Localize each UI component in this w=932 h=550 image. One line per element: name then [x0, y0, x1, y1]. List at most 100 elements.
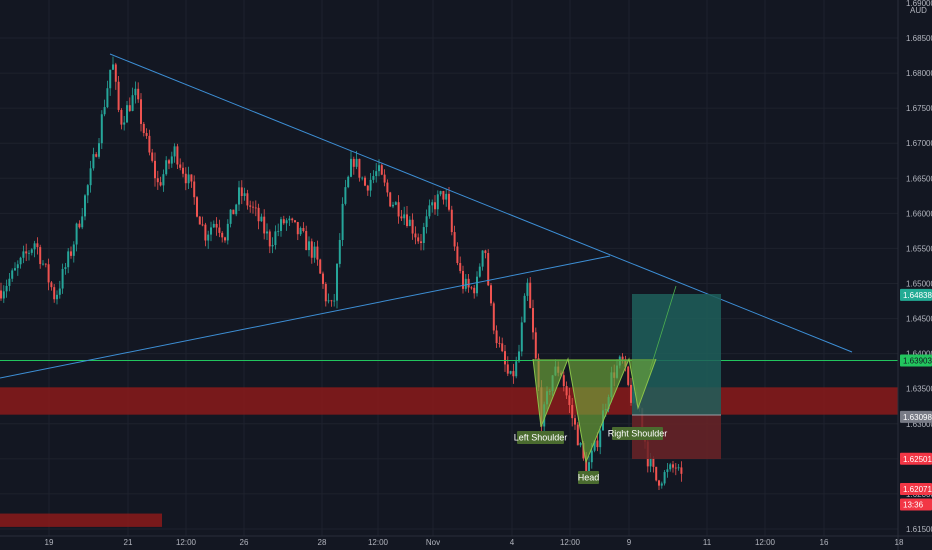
candle-up — [408, 219, 411, 227]
candle-down — [53, 287, 56, 300]
price-tag-bg — [900, 354, 932, 367]
candle-down — [218, 227, 221, 233]
candle-up — [81, 216, 84, 228]
candle-up — [42, 263, 44, 265]
x-tick-label: 12:00 — [176, 538, 197, 547]
candle-down — [364, 177, 366, 186]
candle-down — [95, 154, 98, 157]
price-axis-panel[interactable] — [898, 0, 932, 536]
price-tag: 1.62071 — [903, 485, 932, 494]
candle-down — [414, 233, 417, 238]
candle-up — [344, 187, 347, 204]
candle-up — [464, 278, 467, 289]
candle-up — [666, 469, 669, 473]
candle-up — [599, 430, 602, 448]
candle-down — [249, 205, 252, 207]
candle-down — [498, 343, 501, 344]
candle-down — [39, 247, 42, 265]
candle-down — [78, 223, 81, 228]
candle-down — [565, 386, 568, 396]
candle-up — [590, 450, 593, 463]
candle-up — [226, 223, 229, 241]
x-tick-label: 12:00 — [368, 538, 389, 547]
candle-down — [196, 197, 198, 217]
x-tick-label: 9 — [627, 538, 632, 547]
candle-down — [184, 173, 187, 184]
candle-down — [389, 192, 392, 207]
axis-labels: 1.615001.620001.625001.630001.635001.640… — [45, 0, 932, 547]
candle-up — [392, 204, 394, 207]
candle-up — [378, 165, 380, 172]
candle-down — [282, 219, 285, 224]
candle-down — [142, 123, 145, 134]
candle-up — [526, 282, 529, 296]
head-label-bg — [578, 471, 599, 484]
candle-up — [2, 291, 5, 299]
candle-down — [621, 356, 624, 360]
ascending-trendline — [0, 255, 611, 379]
candle-down — [504, 351, 506, 365]
head-and-shoulders-pattern[interactable]: Left Shoulder Head Right Shoulder — [514, 357, 668, 484]
candle-down — [70, 251, 72, 256]
x-tick-label: 11 — [703, 538, 712, 547]
candle-up — [520, 322, 523, 352]
candle-up — [350, 158, 352, 177]
candle-down — [585, 458, 588, 479]
candle-down — [352, 158, 355, 167]
candle-down — [627, 366, 630, 385]
candle-up — [33, 243, 36, 250]
candle-down — [246, 193, 249, 206]
candle-up — [109, 69, 112, 89]
price-tag-bg — [900, 288, 932, 301]
y-tick-label: 1.67500 — [906, 104, 932, 113]
candle-up — [308, 241, 310, 251]
candle-down — [358, 158, 361, 178]
candle-up — [30, 249, 33, 253]
candle-up — [238, 187, 240, 205]
head-shape — [568, 359, 629, 462]
candle-down — [47, 264, 50, 283]
candle-down — [658, 480, 660, 486]
candle-down — [448, 193, 450, 210]
candle-up — [369, 179, 372, 191]
candle-up — [431, 202, 434, 206]
candle-down — [263, 216, 266, 234]
y-tick-label: 1.61500 — [906, 525, 932, 534]
candle-up — [372, 176, 375, 180]
candle-up — [271, 244, 274, 247]
candle-up — [299, 227, 302, 235]
candle-up — [579, 442, 582, 446]
candle-up — [86, 185, 89, 196]
candle-down — [450, 209, 453, 233]
candle-up — [11, 270, 14, 279]
y-tick-label: 1.66500 — [906, 174, 932, 183]
price-tags: 1.64838 1.63903 1.63098 1.62501 1.62071 13:36 — [900, 288, 932, 511]
candle-down — [453, 232, 456, 247]
candle-up — [288, 218, 291, 221]
candle-up — [669, 464, 672, 470]
x-tick-label: 21 — [124, 538, 133, 547]
price-tag-bg — [900, 482, 932, 495]
candle-down — [397, 202, 400, 217]
candle-down — [411, 219, 414, 234]
candle-down — [495, 330, 498, 344]
candle-down — [294, 220, 296, 223]
candle-up — [336, 263, 338, 301]
candle-down — [319, 259, 322, 274]
candle-up — [106, 88, 109, 108]
candle-down — [240, 187, 243, 196]
candle-down — [674, 467, 677, 469]
candle-down — [305, 231, 308, 251]
candle-up — [173, 146, 176, 157]
candle-down — [473, 287, 476, 294]
y-tick-label: 1.63000 — [906, 420, 932, 429]
left-shoulder-label-bg — [517, 431, 564, 444]
candle-up — [476, 276, 478, 294]
candles — [0, 56, 683, 490]
time-axis-panel[interactable] — [0, 536, 932, 550]
candle-up — [162, 174, 165, 186]
candle-up — [523, 295, 526, 323]
candle-down — [221, 232, 224, 238]
candle-up — [187, 174, 190, 184]
